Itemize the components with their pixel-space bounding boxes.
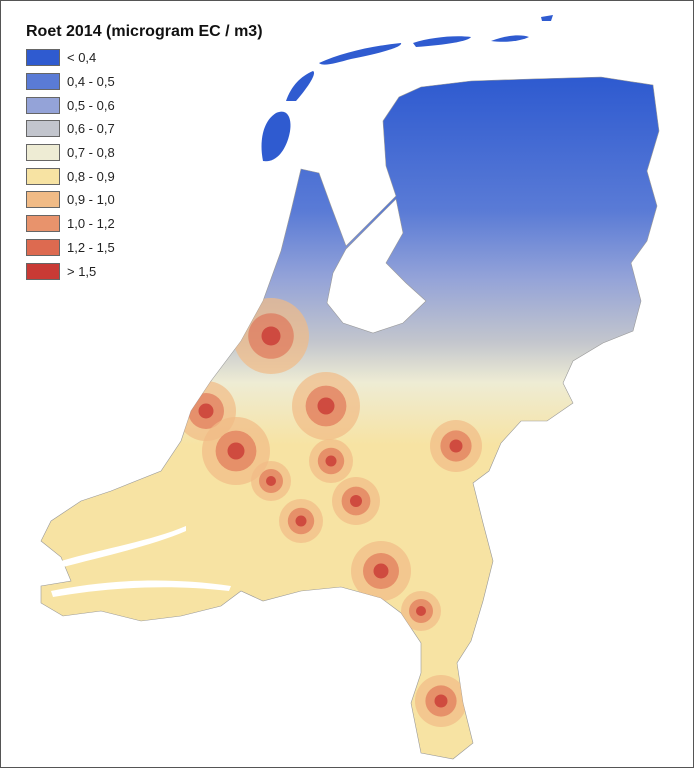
legend-swatch xyxy=(26,191,60,209)
legend-item: 0,4 - 0,5 xyxy=(26,70,263,94)
legend-item: 0,9 - 1,0 xyxy=(26,188,263,212)
urban-hotspot xyxy=(434,694,448,708)
legend-swatch xyxy=(26,49,60,67)
legend-swatch xyxy=(26,262,60,280)
legend: Roet 2014 (microgram EC / m3) < 0,4 0,4 -… xyxy=(26,23,263,283)
legend-label: 0,6 - 0,7 xyxy=(67,121,115,137)
legend-title: Roet 2014 (microgram EC / m3) xyxy=(26,23,263,40)
legend-label: 0,7 - 0,8 xyxy=(67,145,115,161)
island-schiermonnikoog xyxy=(491,35,529,42)
legend-item: 1,2 - 1,5 xyxy=(26,236,263,260)
urban-hotspot xyxy=(198,403,214,419)
urban-hotspot xyxy=(416,606,426,616)
legend-item: < 0,4 xyxy=(26,46,263,70)
legend-label: 0,8 - 0,9 xyxy=(67,168,115,184)
legend-item: > 1,5 xyxy=(26,259,263,283)
island-ameland xyxy=(413,36,471,47)
legend-label: 1,2 - 1,5 xyxy=(67,239,115,255)
legend-label: < 0,4 xyxy=(67,50,97,66)
legend-swatch xyxy=(26,215,60,233)
urban-hotspot xyxy=(350,495,362,507)
legend-swatch xyxy=(26,96,60,114)
legend-swatch xyxy=(26,238,60,256)
urban-hotspot xyxy=(449,439,463,453)
legend-item: 0,8 - 0,9 xyxy=(26,164,263,188)
legend-swatch xyxy=(26,144,60,162)
legend-item: 1,0 - 1,2 xyxy=(26,212,263,236)
legend-label: > 1,5 xyxy=(67,263,97,279)
urban-hotspot xyxy=(373,563,389,579)
legend-label: 0,9 - 1,0 xyxy=(67,192,115,208)
legend-swatch xyxy=(26,73,60,91)
ijsselmeer xyxy=(326,198,427,334)
legend-item: 0,5 - 0,6 xyxy=(26,93,263,117)
legend-label: 0,4 - 0,5 xyxy=(67,74,115,90)
island-texel xyxy=(261,111,291,162)
urban-hotspot xyxy=(227,442,245,460)
urban-hotspot xyxy=(266,476,276,486)
legend-label: 0,5 - 0,6 xyxy=(67,97,115,113)
urban-hotspot xyxy=(261,326,281,346)
island-terschelling xyxy=(319,43,402,65)
zeeland-waters xyxy=(51,526,231,597)
island-vlieland xyxy=(286,71,315,101)
legend-swatch xyxy=(26,167,60,185)
urban-hotspot xyxy=(325,455,337,467)
legend-item: 0,7 - 0,8 xyxy=(26,141,263,165)
urban-hotspot xyxy=(295,515,307,527)
islands xyxy=(261,15,553,162)
legend-swatch xyxy=(26,120,60,138)
legend-label: 1,0 - 1,2 xyxy=(67,216,115,232)
urban-hotspot xyxy=(317,397,335,415)
legend-item: 0,6 - 0,7 xyxy=(26,117,263,141)
island-rottumeroog xyxy=(541,15,553,21)
hotspots xyxy=(176,298,482,727)
